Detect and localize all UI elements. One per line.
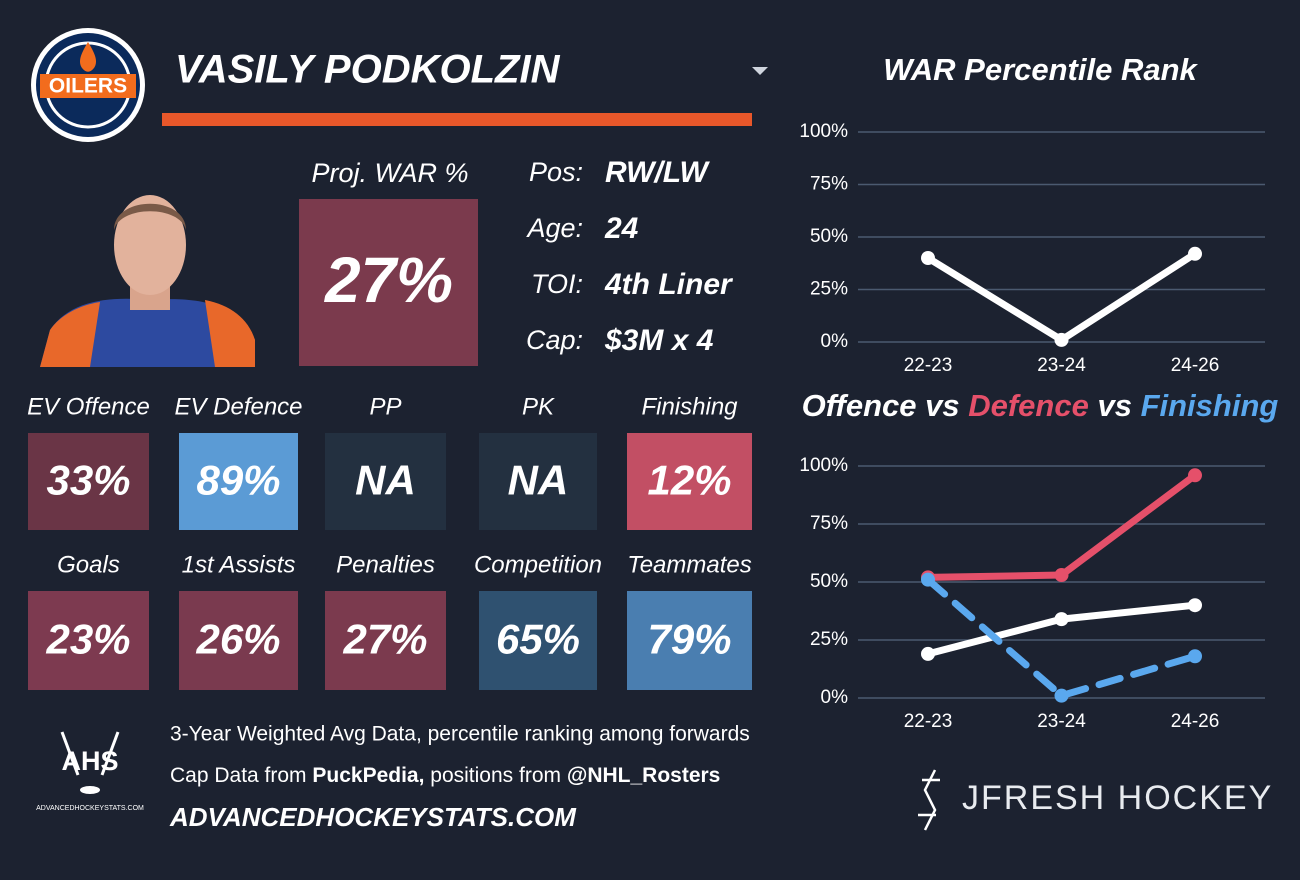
tile-box (627, 433, 752, 530)
y-tick-label: 25% (810, 279, 848, 300)
x-tick-label: 22-23 (904, 355, 953, 376)
ahs-logo-text: AHS (61, 746, 118, 776)
footer-sources: Cap Data from PuckPedia, positions from … (170, 764, 720, 787)
brand: JFRESH HOCKEY (962, 779, 1273, 817)
tile-box (325, 591, 446, 690)
data-point (1054, 688, 1069, 703)
tile-label: PP (369, 393, 401, 420)
y-tick-label: 100% (799, 121, 848, 142)
y-tick-label: 0% (821, 687, 849, 708)
tile-box (627, 591, 752, 690)
y-tick-label: 75% (810, 174, 848, 195)
tile-value: 89% (196, 457, 280, 504)
chart-title-series: Finishing (1141, 388, 1279, 423)
data-point (921, 251, 935, 265)
footer-site[interactable]: ADVANCEDHOCKEYSTATS.COM (169, 802, 577, 832)
tile-value: 65% (496, 616, 580, 663)
tile-box (179, 591, 298, 690)
info-value: RW/LW (605, 156, 710, 189)
ahs-logo-caption: ADVANCEDHOCKEYSTATS.COM (36, 805, 144, 812)
team-logo: OILERS (31, 28, 145, 142)
projection-label: Proj. WAR % (311, 158, 468, 188)
tile-box (28, 591, 149, 690)
tile-label: Competition (474, 551, 602, 578)
footer-source-link[interactable]: PuckPedia, (312, 764, 424, 787)
x-tick-label: 24-26 (1171, 711, 1220, 732)
dropdown-caret[interactable] (752, 67, 768, 75)
y-tick-label: 50% (810, 571, 848, 592)
tile-value: NA (508, 457, 569, 504)
tile-value: 79% (647, 616, 731, 663)
data-point (1188, 246, 1202, 261)
info-label: Age: (525, 213, 583, 243)
tile-box (325, 433, 446, 530)
tile-box (179, 433, 298, 530)
tile-label: 1st Assists (182, 551, 296, 578)
info-value: 4th Liner (604, 268, 734, 301)
name-underline (162, 113, 752, 126)
tile-label: Teammates (627, 551, 752, 578)
info-value: 24 (604, 212, 639, 245)
y-tick-label: 75% (810, 513, 848, 534)
projection-value: 27% (324, 244, 453, 316)
chart-title-series: Defence (968, 388, 1089, 423)
chart-title-joiner: vs (917, 388, 969, 423)
chart-title-joiner: vs (1089, 388, 1141, 423)
chart-title: WAR Percentile Rank (883, 52, 1198, 87)
tile-box (28, 433, 149, 530)
data-point (1054, 568, 1069, 583)
footer-source-link[interactable]: @NHL_Rosters (567, 764, 721, 787)
data-point (1188, 598, 1202, 613)
tile-value: 12% (647, 457, 731, 504)
y-tick-label: 50% (810, 226, 848, 247)
tile-box (479, 591, 597, 690)
x-tick-label: 24-26 (1171, 355, 1220, 376)
x-tick-label: 23-24 (1037, 355, 1086, 376)
tile-value: 23% (45, 616, 130, 663)
player-name: VASILY PODKOLZIN (175, 48, 561, 92)
footer-source-text: Cap Data from (170, 764, 312, 787)
data-point (1188, 468, 1202, 483)
info-label: Cap: (526, 325, 583, 355)
tile-label: Goals (57, 551, 120, 578)
jfresh-logo (918, 769, 940, 831)
x-tick-label: 22-23 (904, 711, 953, 732)
tile-value: NA (355, 457, 416, 504)
data-point (921, 572, 935, 587)
projection-box (299, 199, 478, 366)
tile-label: EV Defence (174, 393, 302, 420)
tile-label: EV Offence (27, 393, 150, 420)
ahs-logo: AHS ADVANCEDHOCKEYSTATS.COM (36, 731, 144, 812)
chart-title: Offence vs Defence vs Finishing (802, 388, 1279, 423)
info-label: TOI: (531, 269, 583, 299)
footer-note: 3-Year Weighted Avg Data, percentile ran… (170, 723, 750, 746)
x-tick-label: 23-24 (1037, 711, 1086, 732)
data-point (1188, 649, 1202, 664)
team-logo-text: OILERS (49, 75, 127, 98)
data-point (1054, 332, 1069, 347)
tile-label: Penalties (336, 551, 435, 578)
footer-source-text: positions from (424, 764, 566, 787)
tile-value: 33% (46, 457, 130, 504)
data-point (1054, 612, 1069, 627)
tile-value: 27% (342, 616, 427, 663)
tile-value: 26% (195, 616, 280, 663)
y-tick-label: 0% (821, 331, 849, 352)
y-tick-label: 100% (799, 455, 848, 476)
info-value: $3M x 4 (604, 324, 714, 357)
y-tick-label: 25% (810, 629, 848, 650)
chart-title-series: Offence (802, 388, 917, 423)
tile-label: Finishing (641, 393, 738, 420)
data-point (921, 646, 935, 661)
info-label: Pos: (529, 157, 583, 187)
tile-box (479, 433, 597, 530)
tile-label: PK (522, 393, 555, 420)
player-photo (40, 195, 255, 367)
